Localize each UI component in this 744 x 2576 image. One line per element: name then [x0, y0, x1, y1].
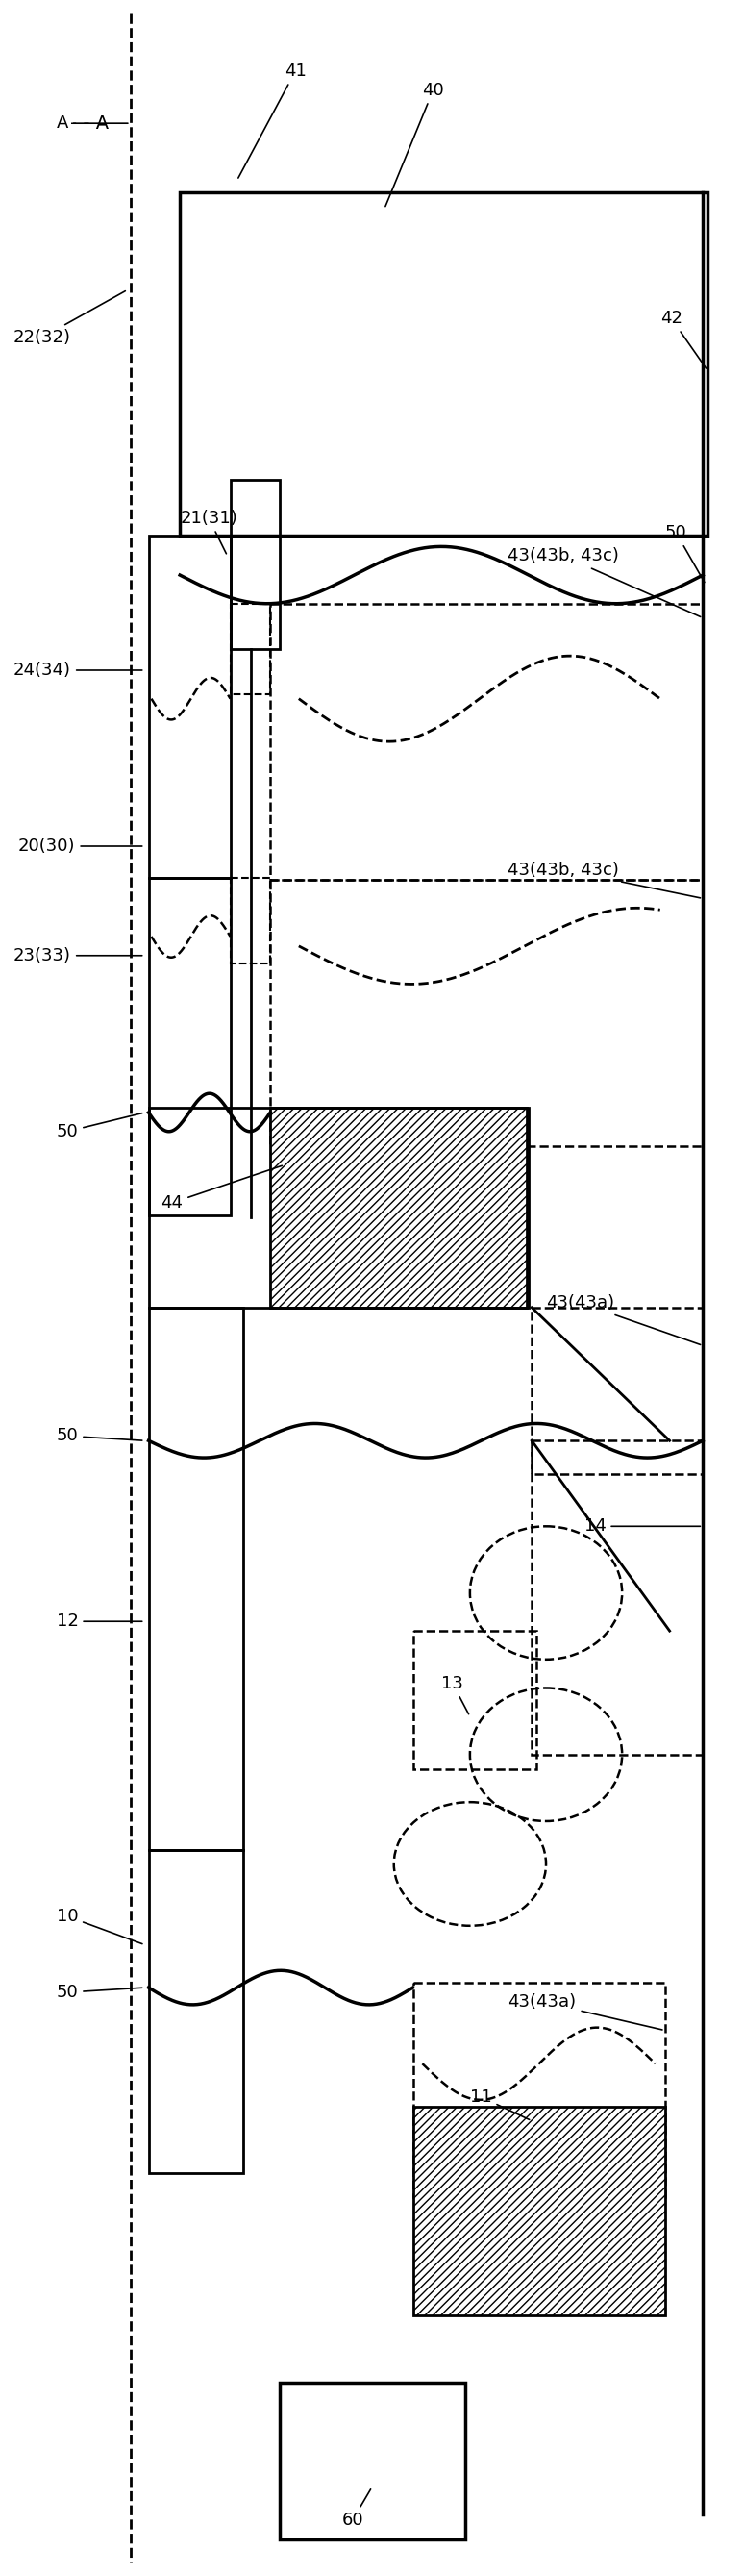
Bar	[149, 1108, 529, 1309]
Text: 50: 50	[57, 1113, 142, 1141]
Bar	[149, 1309, 243, 1850]
Bar	[413, 1984, 665, 2197]
Text: 14: 14	[584, 1517, 700, 1535]
Text: 21(31): 21(31)	[180, 510, 237, 554]
Text: 42: 42	[660, 309, 706, 368]
Bar	[280, 2383, 465, 2540]
Text: 43(43a): 43(43a)	[546, 1293, 700, 1345]
Bar	[149, 878, 231, 1216]
Bar	[149, 1850, 243, 2174]
Bar	[270, 878, 703, 1146]
Bar	[532, 1440, 703, 1754]
Bar	[270, 1108, 527, 1309]
Bar	[532, 1309, 703, 1473]
Text: A: A	[57, 113, 128, 131]
Bar	[413, 1631, 536, 1770]
Text: 24(34): 24(34)	[13, 662, 142, 680]
Bar	[231, 603, 270, 693]
Text: - - A: - - A	[71, 113, 109, 131]
Bar	[413, 2107, 665, 2316]
Bar	[231, 479, 280, 649]
Bar	[270, 603, 703, 878]
Text: 50: 50	[57, 1984, 142, 2002]
Text: 20(30): 20(30)	[19, 837, 142, 855]
Text: 43(43a): 43(43a)	[508, 1994, 662, 2030]
Bar	[149, 536, 231, 878]
Text: 40: 40	[385, 82, 444, 206]
Text: 43(43b, 43c): 43(43b, 43c)	[508, 546, 700, 616]
Text: 41: 41	[238, 62, 307, 178]
Text: 60: 60	[341, 2488, 371, 2530]
Text: 50: 50	[57, 1427, 142, 1445]
Text: 13: 13	[441, 1674, 469, 1713]
Text: 50: 50	[665, 523, 705, 582]
Text: 43(43b, 43c): 43(43b, 43c)	[508, 860, 700, 899]
Text: 23(33): 23(33)	[13, 948, 142, 963]
Text: 11: 11	[470, 2089, 529, 2120]
Text: 12: 12	[57, 1613, 142, 1631]
Text: 10: 10	[57, 1909, 142, 1945]
Text: 22(32): 22(32)	[13, 291, 125, 345]
Text: 44: 44	[161, 1167, 282, 1211]
Bar	[180, 193, 708, 536]
Bar	[231, 878, 270, 963]
